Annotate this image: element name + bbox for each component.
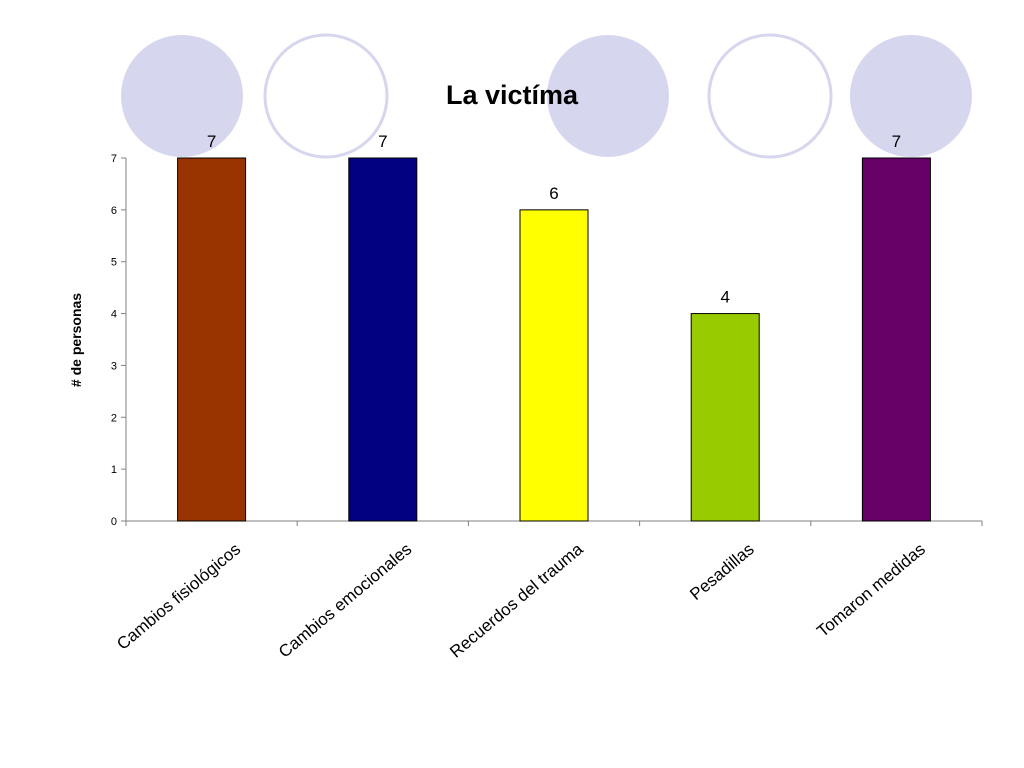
decor-circle-filled [547, 35, 669, 157]
data-label: 7 [892, 132, 901, 151]
x-tick-label: Tomaron medidas [813, 540, 929, 641]
y-axis-title: # de personas [68, 293, 84, 387]
x-tick-labels: Cambios fisiológicos Cambios emocionales R… [113, 539, 929, 661]
decor-circle-outline [707, 33, 833, 159]
x-tick-label: Recuerdos del trauma [446, 539, 587, 661]
chart-title: La victíma [446, 80, 579, 110]
y-tick-label: 2 [111, 412, 117, 424]
bar [861, 157, 931, 522]
data-label: 4 [720, 288, 729, 307]
x-tick-label: Pesadillas [686, 540, 758, 604]
y-tick-label: 3 [111, 360, 117, 372]
y-tick-label: 6 [111, 205, 117, 217]
data-label: 7 [378, 132, 387, 151]
decor-circle-filled [121, 35, 243, 157]
data-labels: 7 7 6 4 7 [207, 132, 901, 307]
decorative-circles [121, 33, 972, 159]
bar [519, 209, 589, 522]
y-tick-label: 7 [111, 153, 117, 165]
decor-circle-filled [850, 35, 972, 157]
data-label: 7 [207, 132, 216, 151]
decor-circle-outline [263, 33, 389, 159]
data-label: 6 [549, 184, 558, 203]
bar [177, 157, 247, 522]
bar [348, 157, 418, 522]
x-tick-label: Cambios fisiológicos [113, 540, 244, 654]
bar [690, 313, 760, 522]
x-tick-label: Cambios emocionales [275, 540, 415, 662]
y-tick-label: 1 [111, 464, 117, 476]
y-tick-label: 5 [111, 257, 117, 269]
y-tick-label: 4 [111, 309, 117, 321]
y-tick-label: 0 [111, 516, 117, 528]
bars [177, 157, 931, 522]
